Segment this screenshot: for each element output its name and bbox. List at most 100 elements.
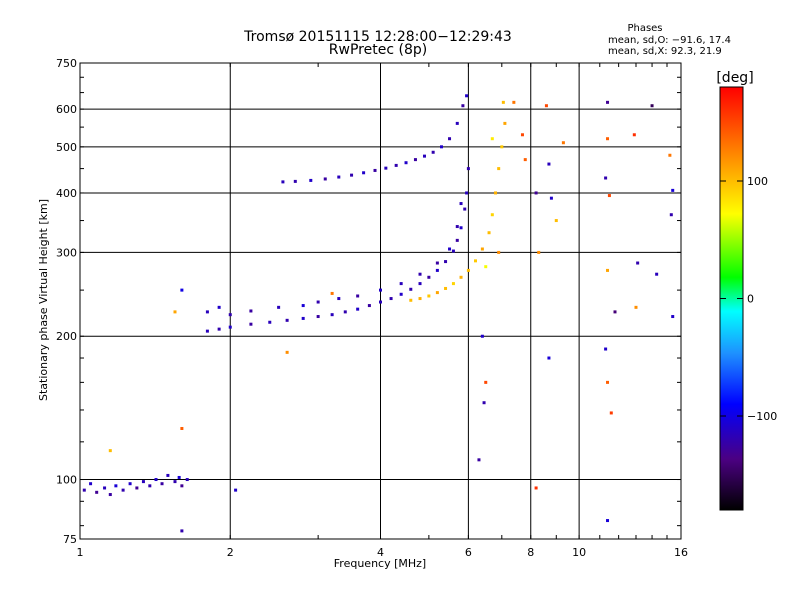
colorbar-label: [deg] xyxy=(716,70,753,86)
data-point xyxy=(404,161,408,165)
data-point xyxy=(500,145,504,149)
data-point xyxy=(461,104,465,108)
data-point xyxy=(277,305,281,309)
x-tick-label: 6 xyxy=(465,546,472,559)
x-tick-label: 1 xyxy=(77,546,84,559)
data-point xyxy=(323,177,327,181)
data-point xyxy=(418,282,422,286)
data-point xyxy=(606,380,610,384)
data-point xyxy=(330,291,334,295)
data-point xyxy=(418,297,422,301)
data-point xyxy=(534,191,538,195)
x-tick-label: 8 xyxy=(527,546,534,559)
data-point xyxy=(636,261,640,265)
data-point xyxy=(482,401,486,405)
data-point xyxy=(473,259,477,263)
data-point xyxy=(384,166,388,170)
y-tick-label: 750 xyxy=(56,57,77,70)
data-point xyxy=(606,268,610,272)
data-point xyxy=(217,327,221,331)
data-point xyxy=(655,272,659,276)
data-point xyxy=(554,219,558,223)
data-point xyxy=(309,178,313,182)
data-point xyxy=(451,282,455,286)
data-point xyxy=(431,150,435,154)
data-point xyxy=(249,309,253,313)
data-point xyxy=(503,121,507,125)
data-point xyxy=(205,329,209,333)
x-axis-label: Frequency [MHz] xyxy=(334,557,426,570)
data-point xyxy=(549,196,553,200)
data-point xyxy=(440,145,444,149)
data-point xyxy=(180,426,184,430)
data-point xyxy=(444,260,448,264)
data-point xyxy=(480,247,484,251)
y-axis-label: Stationary phase Virtual Height [km] xyxy=(37,199,50,401)
data-point xyxy=(463,207,467,211)
data-point xyxy=(547,162,551,166)
phases-heading: Phases xyxy=(627,23,662,34)
y-tick-label: 200 xyxy=(56,330,77,343)
data-point xyxy=(435,268,439,272)
data-point xyxy=(650,104,654,108)
data-point xyxy=(604,347,608,351)
data-point xyxy=(459,226,463,230)
x-tick-label: 16 xyxy=(674,546,688,559)
data-point xyxy=(95,490,99,494)
data-point xyxy=(455,225,459,229)
data-point xyxy=(444,286,448,290)
data-point xyxy=(173,480,177,484)
data-point xyxy=(281,180,285,184)
y-tick-label: 500 xyxy=(56,141,77,154)
chart-title: Tromsø 20151115 12:28:00−12:29:43 xyxy=(243,29,512,45)
data-point xyxy=(520,133,524,137)
data-point xyxy=(501,100,505,104)
data-point xyxy=(285,350,289,354)
data-point xyxy=(177,475,181,479)
data-point xyxy=(451,249,455,253)
data-point xyxy=(427,294,431,298)
data-point xyxy=(413,158,417,162)
data-point xyxy=(316,300,320,304)
data-point xyxy=(435,261,439,265)
data-point xyxy=(154,478,158,482)
data-point xyxy=(668,153,672,157)
phases-o-mode: mean, sd,O: −91.6, 17.4 xyxy=(608,35,731,46)
data-point xyxy=(180,529,184,533)
data-point xyxy=(497,167,501,171)
data-point xyxy=(561,141,565,145)
data-point xyxy=(173,310,177,314)
data-point xyxy=(490,137,494,141)
data-point xyxy=(228,313,232,317)
data-point xyxy=(490,213,494,217)
data-point xyxy=(484,265,488,269)
colorbar-tick-label: 100 xyxy=(747,175,768,188)
y-tick-label: 75 xyxy=(63,533,77,546)
data-point xyxy=(121,488,125,492)
axis-ticks: 1 2 4 6 8 10 16 75 100 200 300 400 500 600 750 xyxy=(56,57,688,559)
data-point xyxy=(537,250,541,254)
data-point xyxy=(606,137,610,141)
data-point xyxy=(484,380,488,384)
data-point xyxy=(362,171,366,175)
data-point xyxy=(166,473,170,477)
data-point xyxy=(494,191,498,195)
data-point xyxy=(82,488,86,492)
x-tick-label: 10 xyxy=(572,546,586,559)
data-point xyxy=(487,231,491,235)
phases-x-mode: mean, sd,X: 92.3, 21.9 xyxy=(608,46,722,57)
data-point xyxy=(609,411,613,415)
data-point xyxy=(389,297,393,301)
data-point xyxy=(108,449,112,453)
data-point xyxy=(180,288,184,292)
chart-subtitle: RwPretec (8p) xyxy=(329,42,427,58)
data-point xyxy=(356,307,360,311)
data-point xyxy=(249,322,253,326)
data-point xyxy=(455,121,459,125)
colorbar-tick-label: 0 xyxy=(747,293,754,306)
data-point xyxy=(459,202,463,206)
data-point xyxy=(148,484,152,488)
data-point xyxy=(634,305,638,309)
data-point xyxy=(671,188,675,192)
